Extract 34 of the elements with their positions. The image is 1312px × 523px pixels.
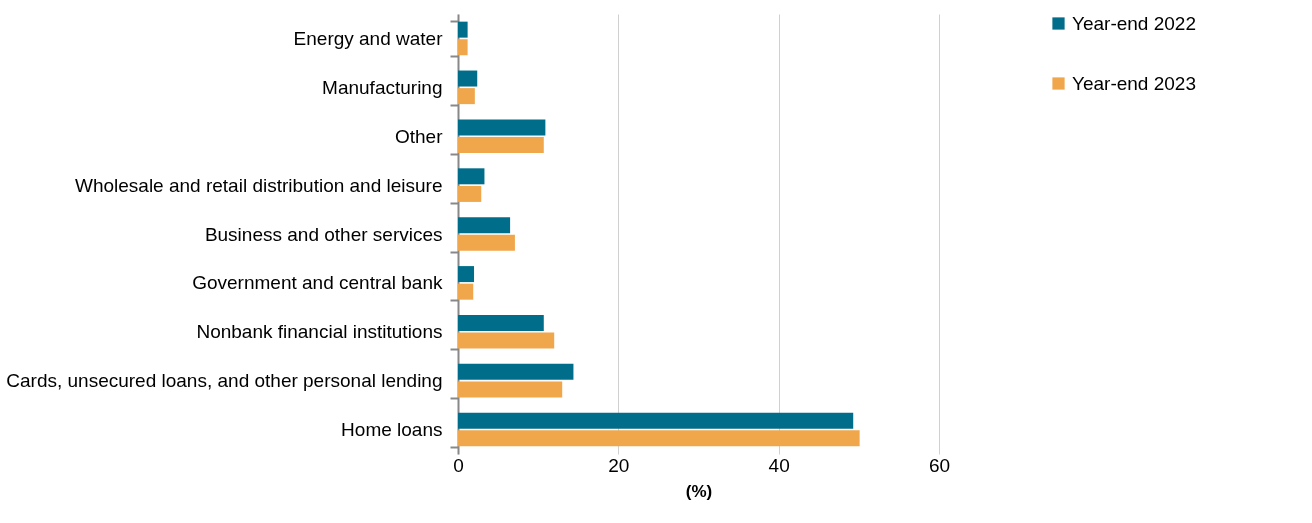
bar	[458, 283, 474, 300]
bar	[458, 21, 468, 38]
x-axis-title: (%)	[685, 481, 713, 501]
bar	[458, 234, 515, 251]
bar	[458, 88, 475, 105]
bar	[458, 412, 854, 429]
bar	[458, 217, 511, 234]
bar	[458, 430, 860, 447]
y-tick-label: Energy and water	[293, 27, 444, 49]
bar	[458, 168, 485, 185]
y-tick-label: Wholesale and retail distribution and leisure	[74, 174, 443, 196]
bar	[458, 185, 482, 202]
bar	[458, 119, 546, 136]
x-tick-label: 0	[453, 454, 464, 476]
x-tick-label: 60	[928, 454, 951, 476]
legend-label: Year-end 2022	[1072, 12, 1196, 34]
bar	[458, 381, 563, 398]
bar	[458, 137, 544, 154]
y-tick-label: Business and other services	[204, 223, 443, 245]
bar	[458, 70, 478, 87]
y-tick-label: Other	[394, 125, 444, 147]
y-tick-label: Home loans	[341, 419, 443, 441]
bar	[458, 39, 468, 56]
legend-label: Year-end 2023	[1072, 72, 1196, 94]
bar	[458, 363, 574, 380]
y-tick-label: Nonbank financial institutions	[196, 321, 443, 343]
y-tick-label: Manufacturing	[322, 76, 443, 98]
bar	[458, 266, 475, 283]
x-tick-label: 40	[768, 454, 790, 476]
bar	[458, 332, 555, 349]
x-tick-label: 20	[608, 454, 630, 476]
y-tick-label: Cards, unsecured loans, and other personal lending	[6, 370, 443, 392]
bar	[458, 314, 544, 331]
y-tick-label: Government and central bank	[192, 272, 443, 294]
